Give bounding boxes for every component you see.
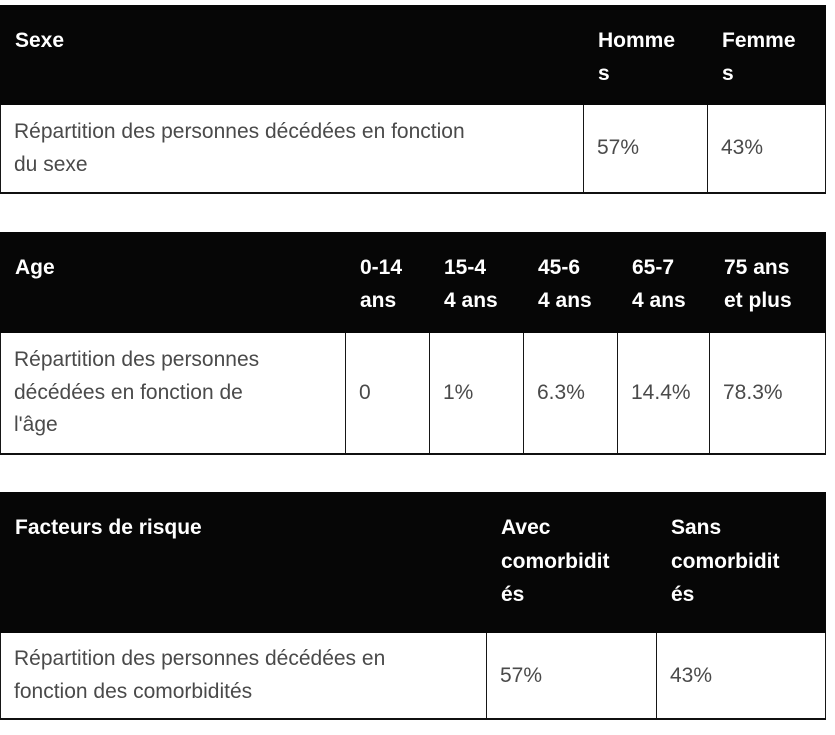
table-age-header-65-74: 65-7 4 ans (617, 231, 710, 333)
table-sexe-value-hommes: 57% (583, 104, 708, 194)
table-sexe-row-label: Répartition des personnes décédées en fo… (0, 104, 584, 194)
table-sexe-header-row: Sexe Homme s Femme s (0, 4, 826, 106)
table-facteurs-value-avec: 57% (486, 632, 657, 720)
table-sexe-header-hommes: Homme s (583, 4, 708, 106)
table-facteurs-header-row: Facteurs de risque Avec comorbidit és Sa… (0, 492, 826, 634)
table-age-row-label: Répartition des personnes décédées en fo… (0, 331, 346, 455)
table-age-value-0-14: 0 (345, 331, 430, 455)
table-age-value-75-plus: 78.3% (709, 331, 826, 455)
table-row: Répartition des personnes décédées en fo… (0, 104, 826, 194)
table-facteurs-row-label: Répartition des personnes décédées en fo… (0, 632, 487, 720)
table-age-header-75-plus: 75 ans et plus (709, 231, 826, 333)
table-sexe-header-femmes: Femme s (707, 4, 826, 106)
table-facteurs-header-sans: Sans comorbidit és (656, 492, 826, 634)
table-age-header-row: Age 0-14 ans 15-4 4 ans 45-6 4 ans 65-7 … (0, 231, 826, 333)
table-row: Répartition des personnes décédées en fo… (0, 331, 826, 455)
table-sexe-value-femmes: 43% (707, 104, 826, 194)
table-age-header-15-44: 15-4 4 ans (429, 231, 524, 333)
table-age-header-0-14: 0-14 ans (345, 231, 430, 333)
table-age-value-45-64: 6.3% (523, 331, 618, 455)
table-row: Répartition des personnes décédées en fo… (0, 632, 826, 720)
table-age-value-15-44: 1% (429, 331, 524, 455)
stats-tables-section: Sexe Homme s Femme s Répartition des per… (0, 4, 826, 721)
table-age-title: Age (0, 231, 346, 333)
table-sexe: Sexe Homme s Femme s Répartition des per… (0, 4, 826, 194)
table-age: Age 0-14 ans 15-4 4 ans 45-6 4 ans 65-7 … (0, 231, 826, 456)
table-sexe-title: Sexe (0, 4, 584, 106)
table-facteurs-title: Facteurs de risque (0, 492, 487, 634)
table-facteurs-header-avec: Avec comorbidit és (486, 492, 657, 634)
table-age-value-65-74: 14.4% (617, 331, 710, 455)
table-facteurs-value-sans: 43% (656, 632, 826, 720)
table-age-header-45-64: 45-6 4 ans (523, 231, 618, 333)
table-facteurs-de-risque: Facteurs de risque Avec comorbidit és Sa… (0, 492, 826, 721)
